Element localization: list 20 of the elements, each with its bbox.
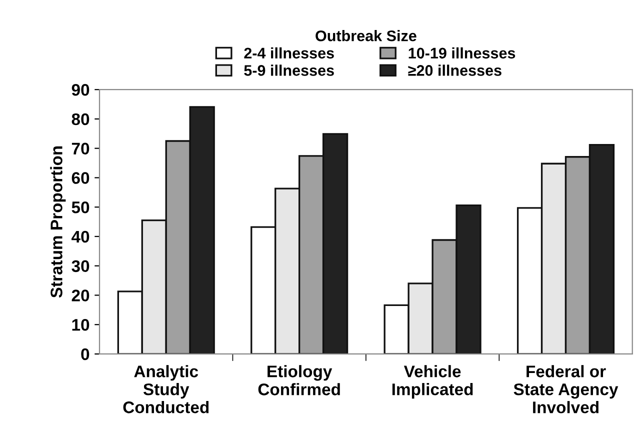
y-tick-label: 60: [72, 172, 90, 184]
y-tick-label: 10: [72, 318, 90, 331]
legend-label: 2-4 illnesses: [244, 47, 334, 59]
legend-label: 5-9 illnesses: [244, 64, 334, 76]
y-tick-label: 80: [72, 113, 90, 126]
x-tick-label: Etiology Confirmed: [258, 365, 340, 396]
legend-title: Outbreak Size: [316, 30, 416, 42]
x-tick-label: Analytic Study Conducted: [123, 365, 209, 414]
y-tick-label: 30: [72, 260, 90, 272]
y-tick-label: 0: [81, 348, 90, 360]
y-tick-label: 20: [72, 290, 90, 302]
y-tick-label: 70: [72, 142, 90, 155]
x-tick-label: Vehicle Implicated: [392, 365, 473, 399]
legend-label: ≥20 illnesses: [408, 64, 502, 76]
x-tick-label: Federal or State Agency Involved: [514, 365, 618, 414]
y-tick-label: 50: [72, 201, 90, 214]
y-axis-title: Stratum Proportion: [50, 146, 66, 298]
legend-label: 10-19 illnesses: [408, 47, 516, 59]
y-tick-label: 90: [72, 84, 90, 96]
y-tick-label: 40: [72, 230, 90, 243]
